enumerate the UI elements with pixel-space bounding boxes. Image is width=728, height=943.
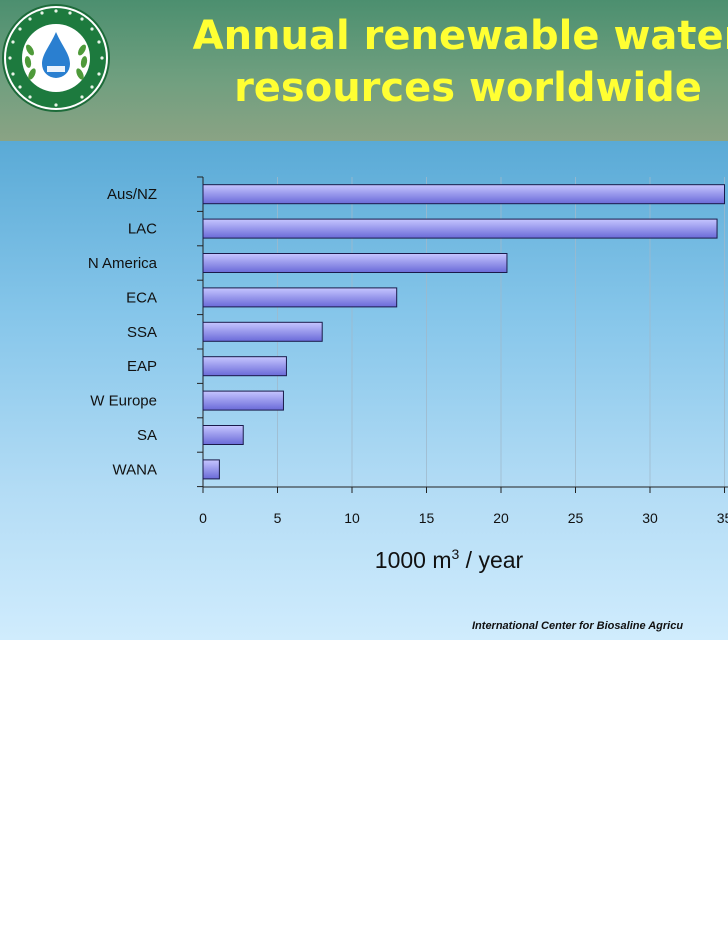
- bar-chart: Aus/NZ LAC N America ECA SSA EAP W Europe SA WAN…: [88, 176, 728, 573]
- category-label-0: Aus/NZ: [107, 186, 157, 203]
- category-label-6: W Europe: [90, 393, 157, 410]
- category-label-5: EAP: [127, 358, 157, 375]
- slide: Annual renewable water resources worldwi…: [0, 0, 728, 640]
- bar-n-america: [202, 253, 508, 273]
- bar-eca: [202, 287, 398, 308]
- icba-logo-icon: [2, 4, 110, 112]
- source-credit: International Center for Biosaline Agric…: [472, 620, 684, 632]
- bar-eap: [202, 356, 287, 377]
- x-tick-label-1: 5: [274, 510, 282, 526]
- category-label-8: WANA: [113, 461, 157, 478]
- x-tick-label-7: 35: [717, 510, 728, 526]
- bar-w-europe: [202, 390, 284, 411]
- bar-sa: [202, 425, 244, 445]
- category-label-2: N America: [88, 255, 158, 272]
- x-tick-label-5: 25: [568, 510, 584, 526]
- slide-header: [0, 0, 728, 141]
- category-label-1: LAC: [128, 221, 157, 238]
- slide-title: Annual renewable water resources worldwi…: [178, 10, 728, 114]
- slide-title-line-2: resources worldwide: [234, 65, 702, 111]
- x-tick-label-0: 0: [199, 510, 207, 526]
- category-label-3: ECA: [126, 289, 157, 306]
- bar-ssa: [202, 321, 323, 342]
- category-label-7: SA: [137, 427, 157, 444]
- category-label-4: SSA: [127, 324, 157, 341]
- chart-x-tick-labels: 0 5 10 15 20 25 30 35: [199, 510, 728, 526]
- x-tick-label-3: 15: [419, 510, 435, 526]
- bar-aus-nz: [202, 184, 725, 205]
- x-axis-title: 1000 m3 / year: [375, 546, 524, 573]
- chart-category-labels: Aus/NZ LAC N America ECA SSA EAP W Europe SA WAN…: [88, 186, 158, 478]
- bar-wana: [202, 459, 220, 480]
- slide-title-line-1: Annual renewable water: [192, 13, 728, 59]
- bar-lac: [202, 218, 718, 239]
- x-tick-label-4: 20: [493, 510, 509, 526]
- chart-bars: [202, 184, 725, 480]
- x-tick-label-6: 30: [642, 510, 658, 526]
- x-tick-label-2: 10: [344, 510, 360, 526]
